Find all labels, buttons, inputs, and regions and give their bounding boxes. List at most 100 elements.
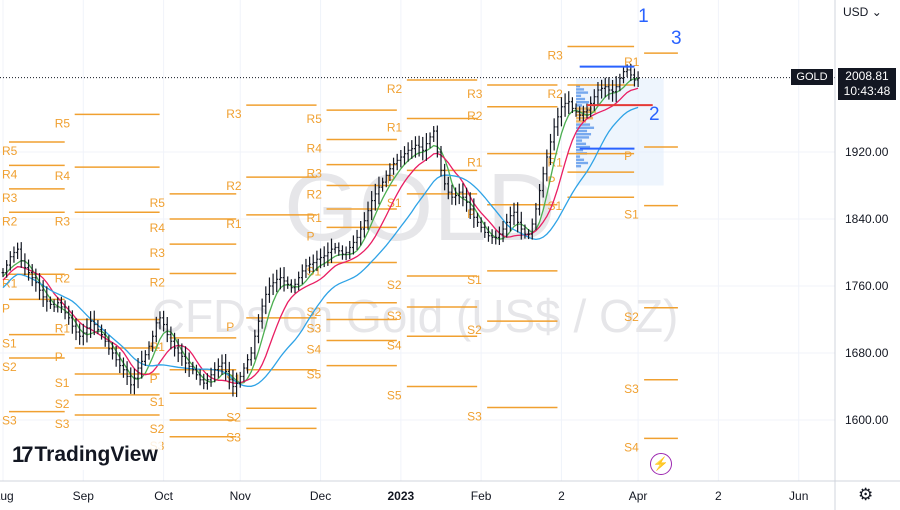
volume-profile xyxy=(576,78,664,186)
pivot-level-label: S3 xyxy=(226,430,241,444)
volume-profile-bar xyxy=(576,129,588,133)
pivot-level-label: S1 xyxy=(2,337,17,351)
volume-profile-bar xyxy=(576,91,589,94)
pivot-level-label: R2 xyxy=(547,87,563,101)
pivot-level-label: R1 xyxy=(2,276,18,290)
pivot-points: R5 R4 R3 R2 R1 P S1 S2 S3 R5 R4 R3 R2 R1 P S1 S2 S3 R5 R4 R3… xyxy=(2,45,678,454)
pivot-level-label: R2 xyxy=(55,271,71,285)
volume-profile-bar xyxy=(576,158,585,161)
currency-selector[interactable]: USD ⌄ xyxy=(843,5,882,19)
pivot-level-label: S1 xyxy=(150,395,165,409)
price-axis[interactable]: 1600.00 1680.00 1760.00 1840.00 1920.00 xyxy=(834,0,889,510)
symbol-tag: GOLD xyxy=(791,69,833,85)
pivot-level-label: S3 xyxy=(467,409,482,423)
last-price-tag: 2008.81 10:43:48 xyxy=(838,68,896,100)
pivot-level-label: R3 xyxy=(150,246,166,260)
pivot-level-label: R2 xyxy=(150,275,166,289)
pivot-level-label: S3 xyxy=(387,309,402,323)
pivot-level-label: P xyxy=(2,301,10,315)
pivot-level-label: R1 xyxy=(55,322,71,336)
price-tick-label: 1680.00 xyxy=(845,346,889,360)
currency-label: USD xyxy=(843,5,869,19)
time-tick-label: Oct xyxy=(154,489,173,503)
volume-profile-bar xyxy=(576,155,581,158)
volume-profile-bar xyxy=(576,165,582,168)
pivot-level-label: P xyxy=(307,229,315,243)
time-tick-label: Nov xyxy=(230,489,251,503)
pivot-level-label: R1 xyxy=(307,211,323,225)
pivot-level-label: P xyxy=(387,172,395,186)
time-tick-label: 2023 xyxy=(387,489,414,503)
pivot-level-label: R3 xyxy=(467,87,483,101)
pivot-level-label: R3 xyxy=(547,48,563,62)
pivot-level-label: R1 xyxy=(467,156,483,170)
price-tick-label: 1760.00 xyxy=(845,279,889,293)
pivot-level-label: R3 xyxy=(2,191,18,205)
pivot-level-label: S4 xyxy=(387,338,402,352)
pivot-level-label: S2 xyxy=(2,360,17,374)
pivot-level-label: R5 xyxy=(55,116,71,130)
lightning-icon[interactable]: ⚡ xyxy=(650,453,672,475)
bar-countdown: 10:43:48 xyxy=(843,84,891,98)
last-price-value: 2008.81 xyxy=(845,69,889,83)
pivot-level-label: S1 xyxy=(467,273,482,287)
wave-label: 3 xyxy=(671,28,682,49)
pivot-level-label: P xyxy=(467,207,475,221)
time-tick-label: 2 xyxy=(558,489,565,503)
pivot-level-label: S4 xyxy=(307,342,322,356)
price-tick-label: 1840.00 xyxy=(845,212,889,226)
pivot-level-label: P xyxy=(150,372,158,386)
pivot-level-label: R3 xyxy=(307,167,323,181)
volume-profile-bar xyxy=(576,85,581,88)
volume-profile-bar xyxy=(576,104,583,107)
pivot-level-label: S2 xyxy=(467,323,482,337)
pivot-level-label: S4 xyxy=(624,440,639,454)
tradingview-wordmark: TradingView xyxy=(34,443,158,466)
volume-profile-bar xyxy=(576,161,589,165)
time-tick-label: Jun xyxy=(789,489,808,503)
pivot-level-label: R3 xyxy=(226,107,242,121)
volume-profile-bar xyxy=(576,136,590,139)
volume-profile-bar xyxy=(576,117,594,120)
volume-profile-bar xyxy=(576,142,587,145)
candles xyxy=(1,63,640,398)
volume-profile-bar xyxy=(576,133,592,136)
volume-profile-bar xyxy=(576,126,595,129)
pivot-level-label: S2 xyxy=(226,410,241,424)
pivot-level-label: S2 xyxy=(624,310,639,324)
pivot-level-label: S2 xyxy=(150,422,165,436)
pivot-level-label: R2 xyxy=(387,82,403,96)
volume-profile-bar xyxy=(576,101,590,104)
price-tick-label: 1600.00 xyxy=(845,413,889,427)
pivot-level-label: R5 xyxy=(307,112,323,126)
tradingview-logo[interactable]: 17 TradingView xyxy=(8,440,162,470)
wave-label: 2 xyxy=(649,104,660,125)
time-axis[interactable]: Aug Sep Oct Nov Dec 2023 Feb 2 Apr 2 Jun xyxy=(0,480,900,503)
pivot-level-label: S3 xyxy=(307,322,322,336)
pivot-level-label: R5 xyxy=(150,196,166,210)
pivot-level-label: R1 xyxy=(387,121,403,135)
tradingview-mark-icon: 17 xyxy=(12,442,34,467)
pivot-level-label: R1 xyxy=(547,156,563,170)
volume-profile-bar xyxy=(576,97,586,101)
pivot-level-label: R3 xyxy=(55,214,71,228)
pivot-level-label: S3 xyxy=(624,382,639,396)
volume-profile-area xyxy=(576,78,664,186)
pivot-level-label: R1 xyxy=(226,217,242,231)
pivot-level-label: R4 xyxy=(2,167,18,181)
time-tick-label: 2 xyxy=(715,489,722,503)
pivot-level-label: S3 xyxy=(2,414,17,428)
pivot-level-label: R2 xyxy=(467,109,483,123)
time-tick-label: Aug xyxy=(0,489,14,503)
watermark-description: CFDs on Gold (US$ / OZ) xyxy=(152,290,679,342)
pivot-level-label: P xyxy=(624,149,632,163)
gear-icon[interactable]: ⚙ xyxy=(858,485,874,504)
volume-profile-bar xyxy=(576,88,585,91)
pivot-level-label: S2 xyxy=(387,278,402,292)
chevron-down-icon: ⌄ xyxy=(871,5,882,19)
price-tick-label: 1920.00 xyxy=(845,145,889,159)
volume-profile-bar xyxy=(576,107,593,110)
pivot-level-label: P xyxy=(226,320,234,334)
volume-profile-bar xyxy=(576,120,587,123)
